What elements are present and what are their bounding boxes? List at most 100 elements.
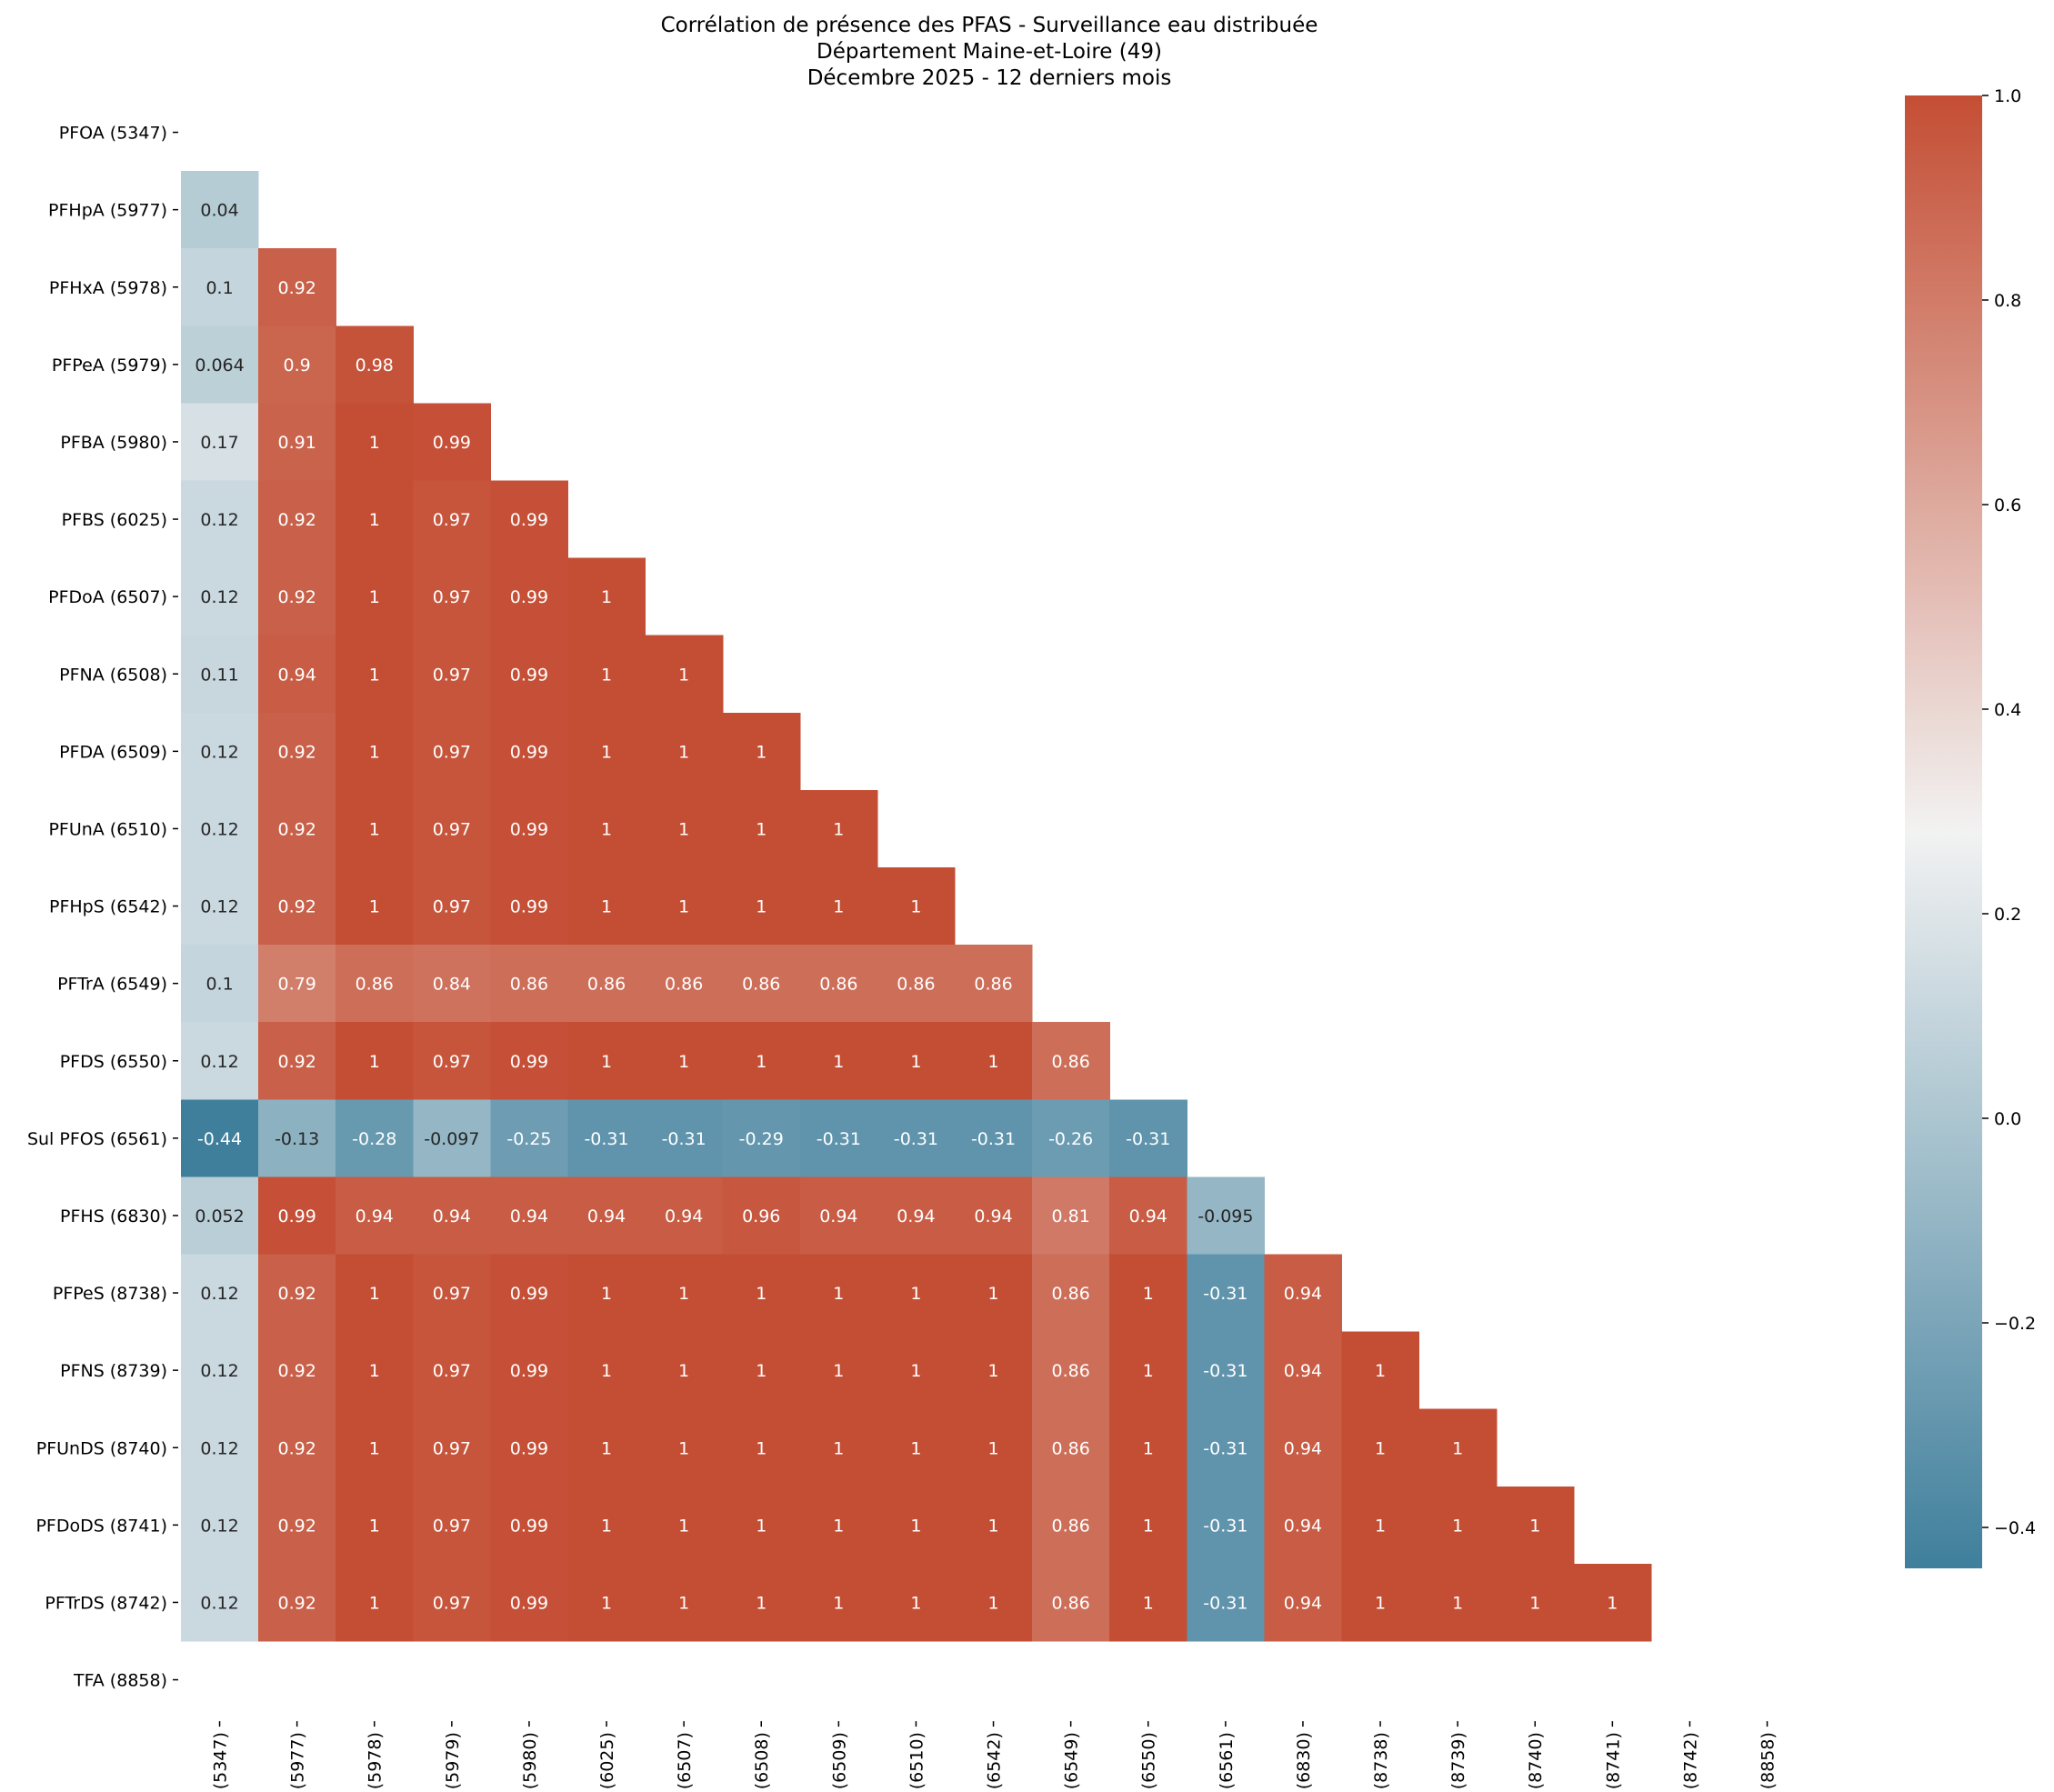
heatmap-cell <box>567 1486 646 1565</box>
cell-value-label: 1 <box>1529 1516 1540 1536</box>
heatmap-cell <box>413 712 491 791</box>
cell-value-label: -0.31 <box>1203 1438 1247 1458</box>
heatmap-cell <box>645 1176 724 1256</box>
heatmap-cell <box>1341 1408 1420 1487</box>
cell-value-label: -0.31 <box>662 1129 706 1149</box>
heatmap-cell <box>1264 1408 1343 1487</box>
cell-value-label: -0.44 <box>197 1129 242 1149</box>
heatmap-cell <box>567 1408 646 1487</box>
cell-value-label: 0.94 <box>819 1206 857 1226</box>
cell-value-label: 0.99 <box>510 819 548 839</box>
cell-value-label: 1 <box>1375 1361 1386 1381</box>
heatmap-cell <box>336 325 414 404</box>
y-tick-label: PFHxA (5978) <box>49 278 167 298</box>
cell-value-label: 1 <box>678 742 689 762</box>
cell-value-label: 1 <box>601 1516 612 1536</box>
cell-value-label: 0.94 <box>433 1206 471 1226</box>
cell-value-label: 0.94 <box>1129 1206 1167 1226</box>
heatmap-cell <box>490 789 569 868</box>
heatmap-cell <box>1341 1563 1420 1642</box>
cell-value-label: 0.92 <box>277 1516 316 1536</box>
x-tick-label: PFHpS (6542) <box>985 1732 1005 1788</box>
heatmap-cell <box>1032 1486 1110 1565</box>
heatmap-cell <box>567 1331 646 1410</box>
heatmap-cell <box>799 867 878 946</box>
heatmap-cell <box>258 557 336 636</box>
x-tick-label: PFNS (8739) <box>1448 1732 1468 1788</box>
y-tick-label: PFHpS (6542) <box>49 897 167 917</box>
heatmap-cell <box>1264 1254 1343 1333</box>
y-tick-label: PFBA (5980) <box>60 433 167 453</box>
cell-value-label: 1 <box>988 1361 999 1381</box>
cell-value-label: 1 <box>678 819 689 839</box>
x-tick-label: PFPeS (8738) <box>1371 1732 1391 1788</box>
cell-value-label: 1 <box>1529 1593 1540 1613</box>
x-tick-label: PFUnA (6510) <box>907 1732 927 1788</box>
cell-value-label: 1 <box>756 819 766 839</box>
heatmap-cell <box>413 1486 491 1565</box>
heatmap-cell <box>722 945 801 1023</box>
heatmap-cell <box>1264 1331 1343 1410</box>
cell-value-label: -0.095 <box>1197 1206 1253 1226</box>
heatmap-cell <box>336 945 414 1023</box>
cell-value-label: 0.92 <box>277 1593 316 1613</box>
heatmap-cell <box>645 789 724 868</box>
cell-value-label: 1 <box>1452 1593 1463 1613</box>
cell-value-label: 1 <box>756 897 766 917</box>
cell-value-label: 1 <box>369 1593 380 1613</box>
cell-value-label: 1 <box>833 1516 844 1536</box>
cell-value-label: 1 <box>601 587 612 607</box>
cell-value-label: 1 <box>910 1438 921 1458</box>
heatmap-cell <box>258 1254 336 1333</box>
y-tick-label: PFPeS (8738) <box>53 1284 167 1304</box>
x-tick-label: PFDS (6550) <box>1139 1732 1159 1788</box>
cell-value-label: -0.31 <box>894 1129 938 1149</box>
heatmap-cell <box>1496 1563 1575 1642</box>
heatmap-cell <box>181 1099 259 1177</box>
heatmap-cell <box>722 789 801 868</box>
heatmap-cell <box>258 248 336 326</box>
heatmap-cell <box>181 1486 259 1565</box>
cell-value-label: 0.92 <box>277 1361 316 1381</box>
heatmap-cell <box>1187 1254 1265 1333</box>
heatmap-cell <box>1032 1099 1110 1177</box>
cell-value-label: 0.12 <box>200 1438 238 1458</box>
cell-value-label: 0.97 <box>433 1361 471 1381</box>
heatmap-cell <box>1109 1254 1187 1333</box>
heatmap-cell <box>181 1254 259 1333</box>
cell-value-label: 0.97 <box>433 1516 471 1536</box>
heatmap-cell <box>413 1254 491 1333</box>
y-tick-label: Sul PFOS (6561) <box>27 1129 167 1149</box>
cell-value-label: 1 <box>756 1052 766 1072</box>
y-tick-label: TFA (8858) <box>73 1671 167 1691</box>
cell-value-label: 0.12 <box>200 510 238 530</box>
heatmap-cell <box>1573 1563 1652 1642</box>
heatmap-cell <box>955 1254 1033 1333</box>
cell-value-label: -0.31 <box>1203 1516 1247 1536</box>
heatmap-cell <box>1187 1331 1265 1410</box>
heatmap-cell <box>336 1408 414 1487</box>
heatmap-cell <box>336 789 414 868</box>
cell-value-label: 0.12 <box>200 587 238 607</box>
cell-value-label: 1 <box>601 665 612 685</box>
x-tick-label: PFOA (5347) <box>211 1732 231 1788</box>
cell-value-label: 1 <box>1452 1516 1463 1536</box>
heatmap-cell <box>413 1408 491 1487</box>
cell-value-label: 0.94 <box>277 665 316 685</box>
heatmap-cell <box>336 1022 414 1100</box>
cell-value-label: 1 <box>369 665 380 685</box>
cell-value-label: 0.97 <box>433 587 471 607</box>
cell-value-label: 1 <box>910 1052 921 1072</box>
x-tick-label: PFTrA (6549) <box>1062 1732 1082 1788</box>
cell-value-label: 0.94 <box>356 1206 394 1226</box>
cell-value-label: 1 <box>601 1438 612 1458</box>
heatmap-cell <box>567 1099 646 1177</box>
colorbar-tick-label: −0.2 <box>1994 1314 2036 1334</box>
cell-value-label: 0.92 <box>277 587 316 607</box>
cell-value-label: 1 <box>910 897 921 917</box>
cell-value-label: 1 <box>910 1593 921 1613</box>
heatmap-cell <box>1109 1099 1187 1177</box>
heatmap-cell <box>1418 1486 1498 1565</box>
cell-value-label: 0.04 <box>200 201 238 221</box>
cell-value-label: -0.31 <box>817 1129 861 1149</box>
